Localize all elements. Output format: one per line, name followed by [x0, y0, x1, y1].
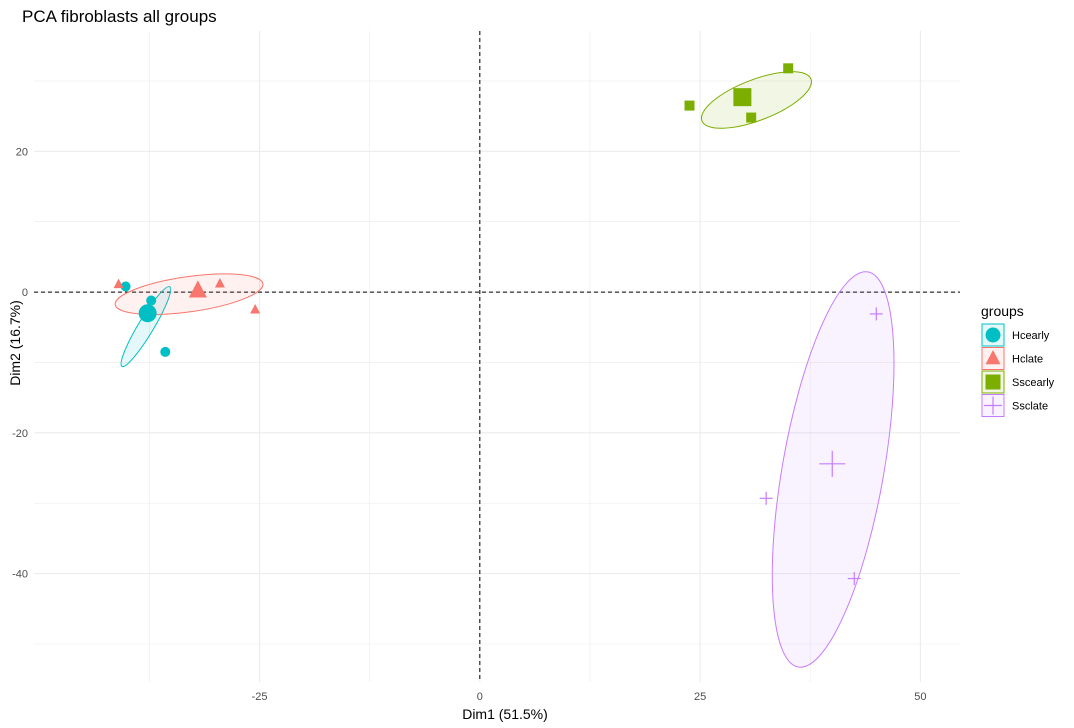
x-axis-label: Dim1 (51.5%): [462, 706, 548, 722]
point-hcearly: [160, 346, 171, 357]
y-axis-label: Dim2 (16.7%): [7, 300, 23, 386]
legend-key-symbol: [985, 327, 1001, 343]
point-sscearly: [684, 100, 695, 111]
point-sscearly: [746, 112, 757, 123]
ellipse-hclate: [114, 273, 264, 315]
reference-lines: [34, 31, 960, 682]
y-tick-label: -40: [12, 569, 28, 581]
centroid-sscearly: [733, 88, 752, 107]
legend-label: Hclate: [1012, 354, 1043, 366]
centroid-ssclate: [819, 450, 846, 477]
point-hclate: [250, 303, 261, 314]
legend-label: Sscearly: [1012, 377, 1055, 389]
ellipse-sscearly: [700, 71, 812, 129]
centroid-hclate: [188, 280, 207, 298]
legend-key-symbol: [985, 374, 1001, 390]
centroid-hcearly: [138, 304, 157, 323]
point-hcearly: [120, 281, 131, 292]
point-ssclate: [847, 572, 861, 586]
confidence-ellipses: [114, 71, 895, 668]
tick-labels: -25 0 25 50 -40 -20 0 20: [12, 146, 926, 703]
x-tick-label: 25: [694, 691, 706, 703]
point-hclate: [113, 278, 124, 289]
ellipse-hcearly: [120, 286, 172, 368]
chart-title: PCA fibroblasts all groups: [22, 7, 217, 26]
point-sscearly: [783, 63, 794, 74]
legend-key-symbol: [985, 349, 1001, 365]
x-tick-label: -25: [252, 691, 268, 703]
ellipse-ssclate: [771, 271, 895, 668]
y-tick-label: 20: [16, 146, 28, 158]
data-points: [113, 63, 883, 586]
point-hclate: [214, 277, 225, 288]
legend-label: Ssclate: [1012, 401, 1048, 413]
legend-label: Hcearly: [1012, 330, 1050, 342]
x-tick-label: 50: [914, 691, 926, 703]
legend: groups Hcearly Hclate Sscearly Ssclate: [981, 303, 1055, 417]
point-ssclate: [759, 491, 773, 505]
point-ssclate: [869, 307, 883, 321]
y-tick-label: -20: [12, 428, 28, 440]
legend-title: groups: [981, 303, 1024, 319]
point-hcearly: [146, 295, 157, 306]
legend-key-symbol: [984, 396, 1002, 415]
y-tick-label: 0: [22, 287, 28, 299]
x-tick-label: 0: [477, 691, 483, 703]
